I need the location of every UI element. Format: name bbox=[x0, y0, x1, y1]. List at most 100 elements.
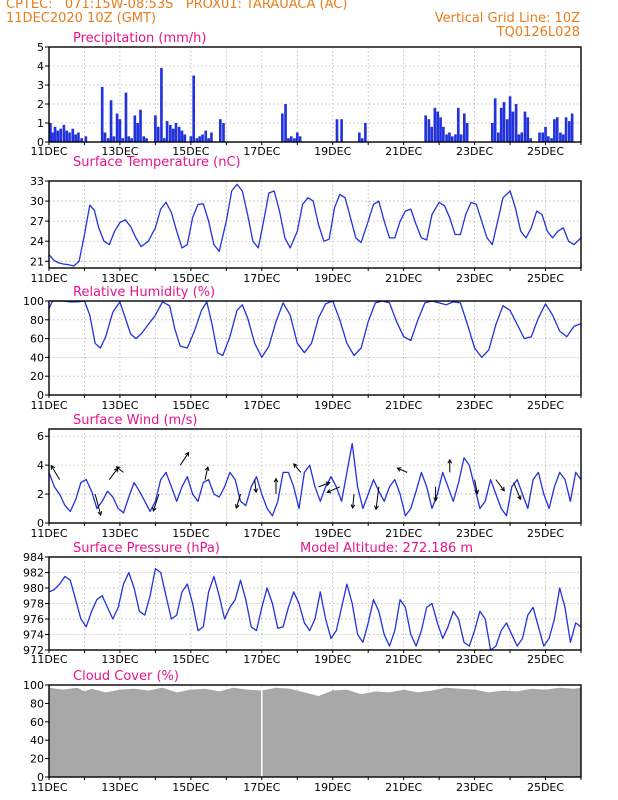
x-tick-label: 25DEC bbox=[527, 527, 564, 540]
cloud-cover-area bbox=[49, 687, 581, 777]
precip-bar bbox=[59, 128, 63, 142]
x-tick-label: 17DEC bbox=[243, 272, 280, 285]
precip-bar bbox=[124, 92, 128, 142]
wind-arrow bbox=[318, 482, 330, 488]
precip-bar bbox=[505, 119, 509, 142]
y-tick-label: 980 bbox=[23, 582, 44, 595]
wind-arrow-head bbox=[235, 504, 240, 510]
wind-line bbox=[48, 442, 582, 517]
x-tick-label: 11DEC bbox=[30, 653, 67, 666]
precip-bar bbox=[71, 128, 75, 142]
wind-arrow bbox=[50, 465, 61, 480]
x-tick-label: 13DEC bbox=[101, 272, 138, 285]
wind-arrow-head bbox=[350, 504, 356, 510]
x-tick-label: 21DEC bbox=[385, 145, 422, 158]
wind-arrow bbox=[94, 493, 102, 516]
precip-bar bbox=[127, 136, 131, 142]
x-tick-label: 21DEC bbox=[385, 653, 422, 666]
wind-arrow-head bbox=[474, 489, 480, 495]
precip-bar bbox=[136, 123, 139, 142]
x-tick-label: 21DEC bbox=[385, 272, 422, 285]
precip-bar bbox=[133, 115, 137, 142]
precip-bar bbox=[559, 132, 562, 142]
precip-bar bbox=[529, 138, 532, 142]
x-tick-label: 23DEC bbox=[456, 653, 493, 666]
panel-frame bbox=[48, 428, 582, 524]
precip-bar bbox=[207, 138, 210, 142]
y-tick-label: 972 bbox=[23, 644, 44, 657]
x-tick-label: 23DEC bbox=[456, 399, 493, 412]
precip-bar bbox=[499, 107, 503, 142]
precip-bar bbox=[456, 107, 460, 142]
y-tick-label: 0 bbox=[37, 517, 44, 530]
precip-bar bbox=[523, 111, 527, 142]
x-tick-label: 17DEC bbox=[243, 399, 280, 412]
precip-bar bbox=[511, 111, 515, 142]
precip-bar bbox=[222, 123, 225, 142]
precip-bar bbox=[459, 134, 463, 142]
panel-title: Surface Pressure (hPa) bbox=[73, 541, 220, 556]
precip-bar bbox=[427, 119, 431, 142]
wind-arrow bbox=[235, 493, 241, 509]
precip-bar bbox=[424, 115, 427, 142]
y-tick-label: 60 bbox=[30, 716, 44, 729]
x-tick-label: 11DEC bbox=[30, 145, 67, 158]
precip-bar bbox=[160, 67, 163, 142]
precip-bar bbox=[550, 138, 553, 142]
precip-bar bbox=[430, 126, 434, 142]
x-tick-label: 25DEC bbox=[527, 781, 564, 794]
x-tick-label: 15DEC bbox=[172, 653, 209, 666]
y-tick-label: 4 bbox=[37, 60, 44, 73]
y-tick-label: 6 bbox=[37, 430, 44, 443]
precip-bar bbox=[218, 119, 222, 142]
precip-bar bbox=[195, 138, 199, 142]
y-tick-label: 100 bbox=[23, 295, 44, 308]
precip-bar bbox=[51, 132, 54, 142]
panel-title: Surface Wind (m/s) bbox=[73, 413, 197, 428]
x-tick-label: 15DEC bbox=[172, 272, 209, 285]
precip-bar bbox=[508, 96, 512, 142]
header-model-id: TQ0126L028 bbox=[496, 25, 580, 40]
precip-bar bbox=[544, 126, 547, 142]
wind-arrow-head bbox=[253, 488, 259, 494]
precip-bar bbox=[100, 86, 104, 142]
x-tick-label: 19DEC bbox=[314, 145, 351, 158]
y-tick-label: 20 bbox=[30, 370, 44, 383]
wind-arrow bbox=[513, 482, 522, 500]
y-tick-label: 24 bbox=[30, 235, 44, 248]
precip-bar bbox=[514, 104, 518, 142]
x-tick-label: 13DEC bbox=[101, 527, 138, 540]
precip-bar bbox=[109, 100, 113, 142]
temperature-line bbox=[48, 183, 582, 267]
wind-arrow bbox=[474, 479, 478, 494]
precip-bar bbox=[162, 138, 166, 142]
precip-bar bbox=[80, 138, 83, 142]
precip-bar bbox=[165, 121, 169, 142]
precip-bar bbox=[298, 136, 302, 142]
precip-bar bbox=[130, 138, 133, 142]
panel-title: Surface Temperature (nC) bbox=[73, 155, 241, 170]
precip-bar bbox=[340, 119, 343, 142]
y-tick-label: 2 bbox=[37, 488, 44, 501]
y-tick-label: 4 bbox=[37, 459, 44, 472]
header-line1: CPTEC: 071:15W-08:53S PROX01: TARAUACA (… bbox=[6, 0, 348, 12]
x-tick-label: 13DEC bbox=[101, 781, 138, 794]
precip-bar bbox=[465, 123, 469, 142]
precip-bar bbox=[183, 134, 187, 142]
x-tick-label: 19DEC bbox=[314, 781, 351, 794]
wind-arrow-head bbox=[433, 497, 438, 502]
x-tick-label: 13DEC bbox=[101, 399, 138, 412]
header-init-time: 11DEC2020 10Z (GMT) bbox=[6, 11, 157, 26]
wind-arrow-head bbox=[500, 486, 505, 492]
precip-bar bbox=[520, 132, 524, 142]
x-tick-label: 15DEC bbox=[172, 399, 209, 412]
precip-bar bbox=[62, 124, 66, 142]
precip-bar bbox=[293, 138, 296, 142]
x-tick-label: 19DEC bbox=[314, 399, 351, 412]
x-tick-label: 23DEC bbox=[456, 527, 493, 540]
wind-arrow bbox=[495, 479, 505, 492]
y-tick-label: 0 bbox=[37, 771, 44, 784]
precip-bar bbox=[56, 130, 60, 142]
wind-arrow bbox=[254, 479, 257, 493]
